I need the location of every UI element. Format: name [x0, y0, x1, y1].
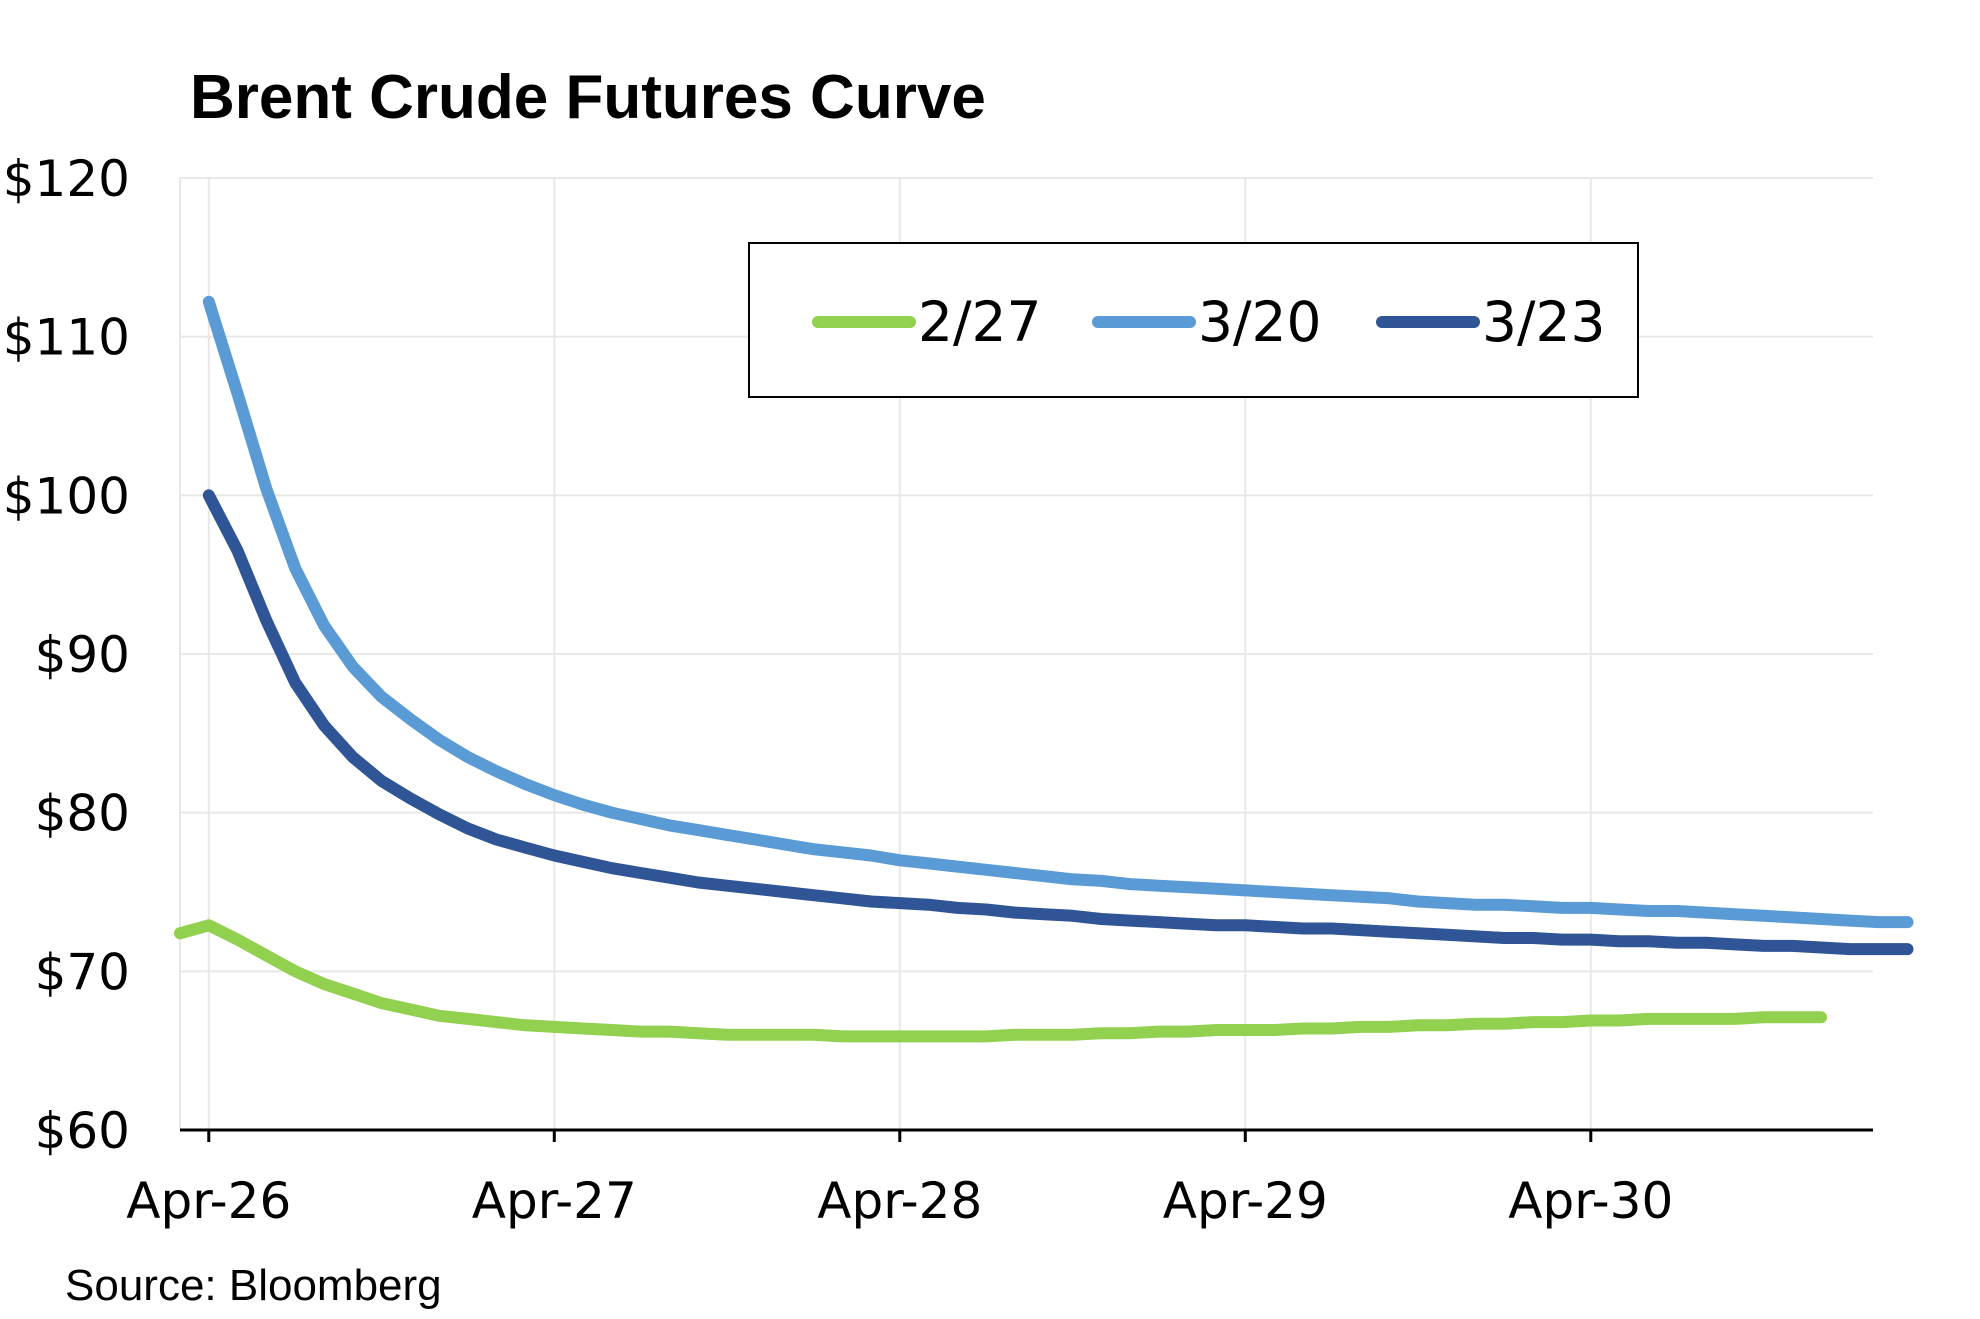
legend-label: 3/20 — [1198, 290, 1322, 354]
series-lines — [174, 295, 1914, 1043]
legend-label: 2/27 — [918, 290, 1042, 354]
y-tick-label: $120 — [3, 150, 130, 208]
y-tick-label: $100 — [3, 467, 130, 525]
source-note: Source: Bloomberg — [65, 1261, 442, 1310]
x-tick-label: Apr-29 — [1163, 1172, 1328, 1230]
x-axis-ticks: Apr-26 Apr-27 Apr-28 Apr-29 Apr-30 — [126, 1172, 1673, 1230]
series-line-3-20 — [202, 295, 1914, 929]
y-tick-label: $60 — [35, 1102, 130, 1160]
y-axis-ticks: $60 $70 $80 $90 $100 $110 $120 — [3, 150, 130, 1160]
y-tick-label: $80 — [35, 785, 130, 843]
y-tick-label: $110 — [3, 309, 130, 367]
y-tick-label: $90 — [35, 626, 130, 684]
x-tick-label: Apr-27 — [472, 1172, 637, 1230]
x-tick-label: Apr-26 — [126, 1172, 291, 1230]
series-line-3-23 — [202, 489, 1914, 956]
x-tick-label: Apr-30 — [1508, 1172, 1673, 1230]
series-line-2-27 — [174, 919, 1828, 1043]
chart-title: Brent Crude Futures Curve — [190, 63, 986, 132]
x-tick-label: Apr-28 — [817, 1172, 982, 1230]
y-tick-label: $70 — [35, 943, 130, 1001]
legend: 2/27 3/20 3/23 — [748, 242, 1639, 398]
legend-label: 3/23 — [1482, 290, 1606, 354]
axes — [180, 1128, 1873, 1142]
